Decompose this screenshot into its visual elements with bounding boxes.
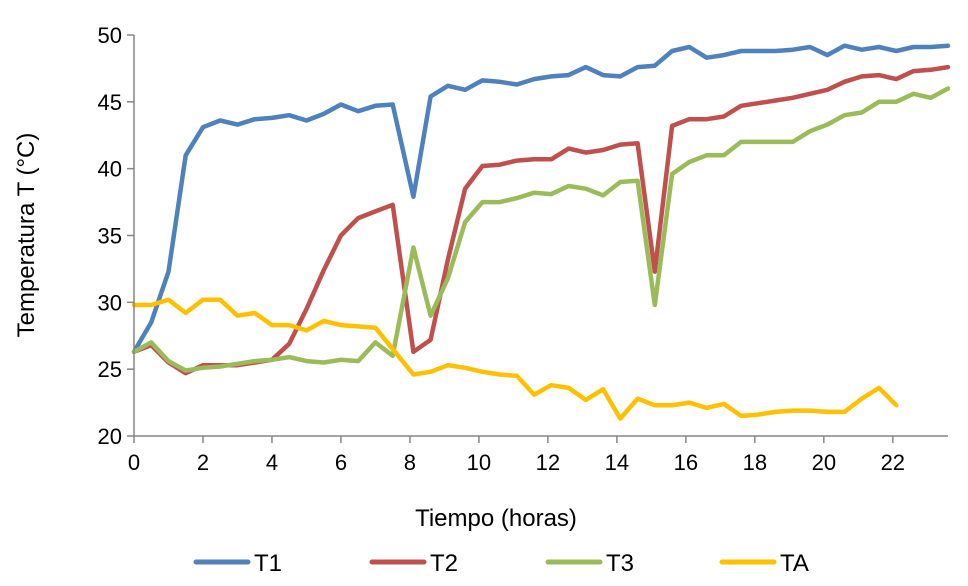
legend-label-t1: T1: [254, 550, 282, 577]
legend: T1 T2 T3 TA: [193, 550, 809, 577]
x-tick-label: 0: [128, 450, 140, 475]
series-line-t2: [131, 64, 951, 376]
x-tick-label: 16: [674, 450, 698, 475]
x-tick-label: 22: [881, 450, 905, 475]
x-tick-label: 18: [743, 450, 767, 475]
y-tick-label: 50: [98, 23, 122, 48]
x-tick-label: 10: [467, 450, 491, 475]
x-axis-ticks: 0 2 4 6 8 10 12 14 16 18 20 22: [128, 436, 905, 475]
y-tick-label: 25: [98, 357, 122, 382]
x-tick-label: 20: [812, 450, 836, 475]
y-tick-label: 30: [98, 290, 122, 315]
legend-label-t2: T2: [430, 550, 458, 577]
x-tick-label: 4: [266, 450, 278, 475]
x-tick-label: 12: [536, 450, 560, 475]
y-tick-label: 20: [98, 424, 122, 449]
x-tick-label: 6: [335, 450, 347, 475]
y-axis-ticks: 20 25 30 35 40 45 50: [98, 23, 134, 449]
x-tick-label: 14: [605, 450, 629, 475]
y-tick-label: 35: [98, 224, 122, 249]
y-axis-title: Temperatura T (°C): [13, 133, 40, 338]
series-line-ta: [131, 297, 899, 421]
y-tick-label: 45: [98, 90, 122, 115]
series-line-t3: [131, 86, 951, 373]
axes: [133, 35, 948, 437]
x-tick-label: 8: [404, 450, 416, 475]
x-tick-label: 2: [197, 450, 209, 475]
series-line-t1: [131, 43, 951, 355]
y-tick-label: 40: [98, 157, 122, 182]
legend-label-ta: TA: [780, 550, 809, 577]
x-axis-title: Tiempo (horas): [415, 505, 577, 532]
legend-label-t3: T3: [606, 550, 634, 577]
plot-lines: [131, 43, 951, 421]
